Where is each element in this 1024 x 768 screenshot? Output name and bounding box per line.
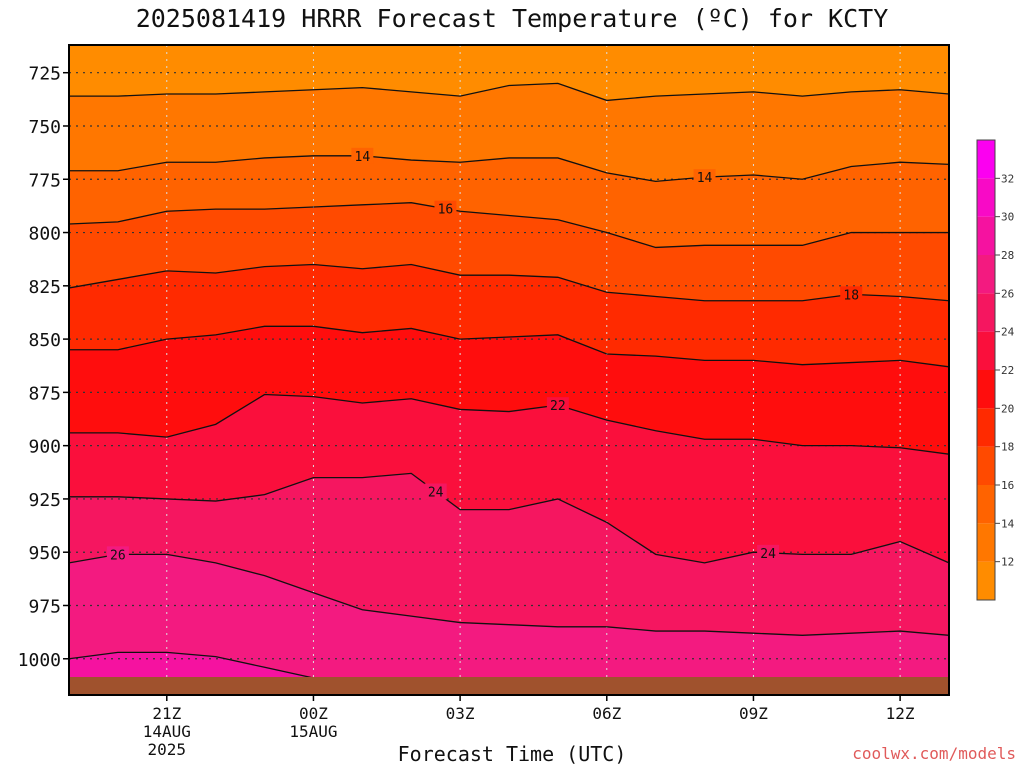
contour-26 — [69, 553, 949, 636]
plot-frame — [68, 44, 950, 696]
colorbar-label-22: 22 — [1001, 364, 1014, 377]
band-26 — [69, 554, 949, 695]
colorbar-swatch-14 — [977, 485, 995, 524]
svg-text:26: 26 — [110, 548, 126, 563]
colorbar-swatch-20 — [977, 370, 995, 409]
x-axis-label: Forecast Time (UTC) — [397, 742, 627, 766]
contour-label-26: 26 — [106, 546, 129, 563]
colorbar-swatch-26 — [977, 255, 995, 294]
colorbar-swatch-12 — [977, 523, 995, 562]
contour-label-14: 14 — [693, 169, 716, 186]
y-tick-label-925: 925 — [28, 490, 61, 511]
colorbar-swatch-18 — [977, 408, 995, 447]
colorbar-label-24: 24 — [1001, 326, 1015, 339]
y-tick-label-750: 750 — [28, 117, 61, 138]
contour-lines: 141416182224242628 — [69, 82, 949, 695]
svg-text:18: 18 — [843, 288, 859, 303]
colorbar-swatch-32 — [977, 140, 995, 179]
y-tick-label-875: 875 — [28, 383, 61, 404]
contour-16 — [69, 202, 949, 249]
contour-label-24: 24 — [424, 483, 447, 500]
contour-20 — [69, 325, 949, 368]
colorbar-swatch-16 — [977, 446, 995, 485]
contour-label-16: 16 — [434, 200, 457, 218]
y-tick-label-975: 975 — [28, 596, 61, 617]
colorbar-label-32: 32 — [1001, 172, 1014, 185]
y-axis: 725 750 775 800 825 850 875 900 925 950 975 1000 — [18, 64, 69, 671]
colorbar-label-16: 16 — [1001, 479, 1014, 492]
contour-18 — [69, 263, 949, 302]
y-tick-label-950: 950 — [28, 543, 61, 564]
terrain-strip — [69, 677, 949, 695]
chart-title: 2025081419 HRRR Forecast Temperature (ºC… — [135, 4, 889, 33]
svg-text:22: 22 — [550, 399, 566, 414]
contour-label-18: 18 — [840, 286, 863, 303]
x-tick-label-06Z: 06Z — [592, 704, 621, 723]
colorbar-label-20: 20 — [1001, 402, 1014, 415]
contour-14 — [69, 155, 949, 183]
contour-label-14: 14 — [351, 147, 374, 165]
svg-text:24: 24 — [760, 547, 776, 562]
x-tick-sublabel-2025: 2025 — [148, 740, 187, 759]
x-tick-label-03Z: 03Z — [446, 704, 475, 723]
colorbar-swatch-28 — [977, 216, 995, 255]
colorbar-label-28: 28 — [1001, 249, 1014, 262]
y-tick-label-800: 800 — [28, 224, 61, 245]
y-tick-label-825: 825 — [28, 277, 61, 298]
colorbar-label-26: 26 — [1001, 287, 1014, 300]
colorbar-swatch-24 — [977, 293, 995, 332]
colorbar-swatch-30 — [977, 178, 995, 217]
x-tick-label-12Z: 12Z — [886, 704, 915, 723]
x-tick-label-21Z: 21Z — [152, 704, 181, 723]
x-tick-sublabel-14AUG: 14AUG — [143, 722, 191, 741]
y-tick-label-850: 850 — [28, 330, 61, 351]
y-tick-label-725: 725 — [28, 64, 61, 85]
colorbar-label-30: 30 — [1001, 211, 1014, 224]
contour-22 — [69, 393, 949, 455]
colorbar-swatch-10 — [977, 561, 995, 600]
svg-text:14: 14 — [355, 150, 371, 165]
colorbar-label-12: 12 — [1001, 556, 1014, 569]
y-tick-label-1000: 1000 — [18, 650, 61, 671]
y-tick-label-775: 775 — [28, 170, 61, 191]
x-tick-label-09Z: 09Z — [739, 704, 768, 723]
credit-link[interactable]: coolwx.com/models — [852, 744, 1016, 763]
contour-24 — [69, 472, 949, 564]
contour-12 — [69, 82, 949, 102]
colorbar-swatch-22 — [977, 331, 995, 370]
colorbar-label-18: 18 — [1001, 441, 1014, 454]
y-tick-label-900: 900 — [28, 437, 61, 458]
svg-text:14: 14 — [697, 171, 713, 186]
terrain-surface — [69, 677, 949, 695]
contour-label-22: 22 — [546, 397, 569, 414]
colorbar-label-14: 14 — [1001, 517, 1015, 530]
x-tick-label-00Z: 00Z — [299, 704, 328, 723]
temperature-fill — [69, 45, 949, 695]
contour-label-24: 24 — [757, 544, 780, 562]
x-tick-sublabel-15AUG: 15AUG — [289, 722, 337, 741]
svg-text:16: 16 — [438, 203, 454, 218]
svg-text:24: 24 — [428, 485, 444, 500]
